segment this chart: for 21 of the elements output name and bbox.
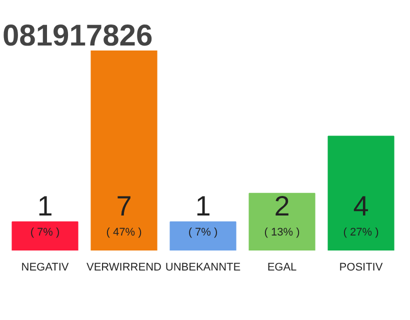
annotation: ( 47% ) xyxy=(106,226,142,238)
bar xyxy=(170,221,236,250)
data-label: 1 xyxy=(37,190,53,222)
data-label: 1 xyxy=(195,190,211,222)
annotation: ( 27% ) xyxy=(343,226,379,238)
x-tick-label: EGAL xyxy=(267,262,297,274)
data-label: 4 xyxy=(353,190,369,222)
annotation: ( 7% ) xyxy=(188,226,218,238)
annotation: ( 13% ) xyxy=(264,226,300,238)
bar xyxy=(90,50,158,250)
x-tick-label: VERWIRREND xyxy=(86,262,162,274)
chart-title: 081917826 xyxy=(2,20,153,52)
x-tick-label: NEGATIV xyxy=(21,262,70,274)
bar xyxy=(248,192,316,250)
x-tick-label: UNBEKANNTE xyxy=(165,262,241,274)
bar xyxy=(12,221,78,250)
data-label: 7 xyxy=(116,190,132,222)
x-tick-label: POSITIV xyxy=(339,262,384,274)
annotation: ( 7% ) xyxy=(30,226,60,238)
data-label: 2 xyxy=(274,190,290,222)
bar xyxy=(328,136,394,250)
